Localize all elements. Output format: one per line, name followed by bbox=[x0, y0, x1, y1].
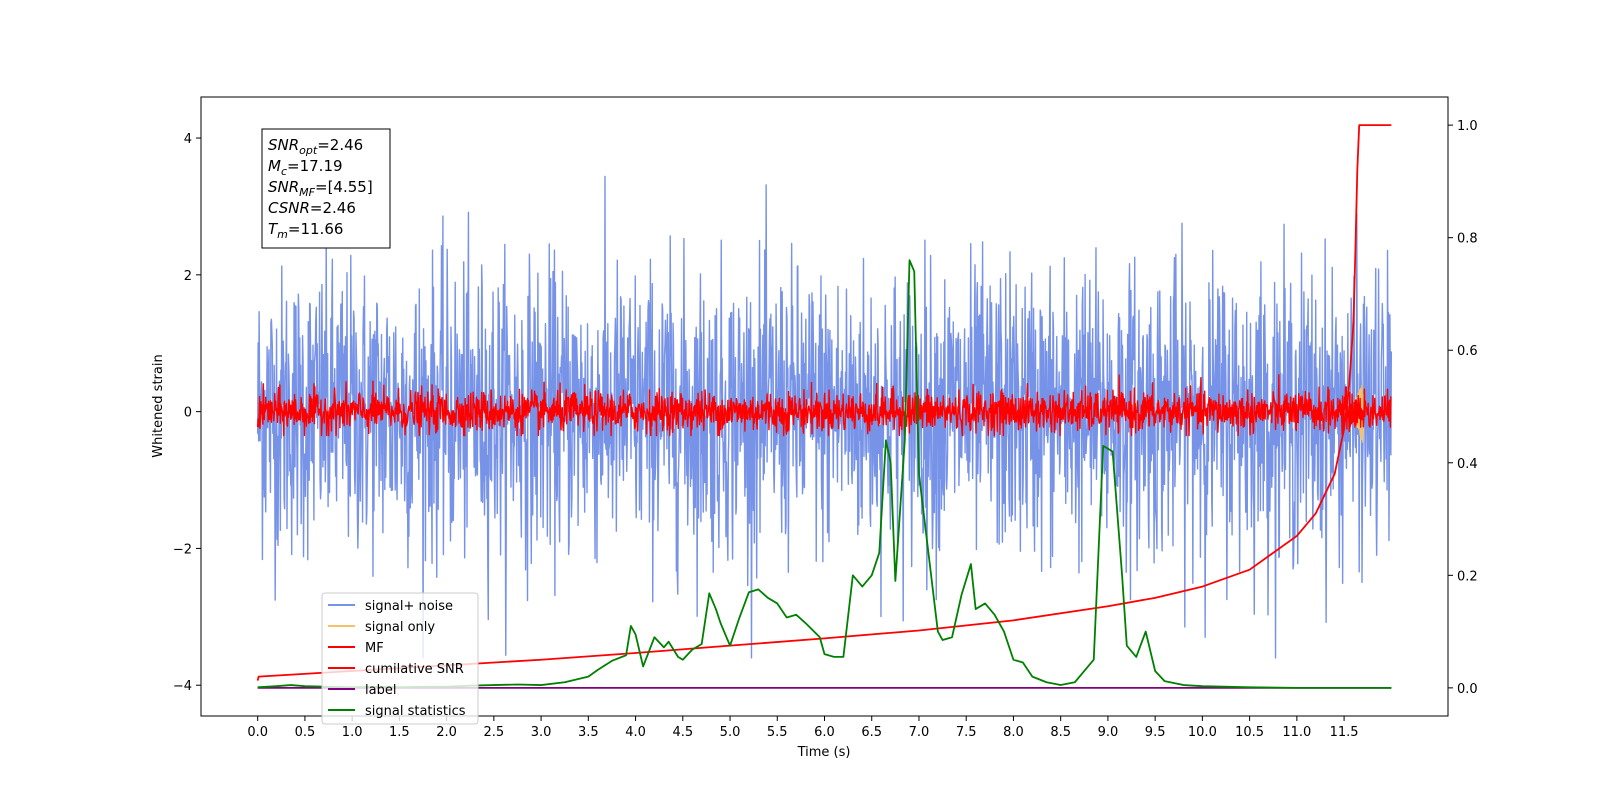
annotation-line: Tm=11.66 bbox=[268, 220, 343, 241]
x-tick-label: 0.0 bbox=[247, 725, 268, 740]
y-axis-left: −4 −2 0 2 4 bbox=[173, 132, 201, 694]
x-tick-label: 9.0 bbox=[1098, 725, 1119, 740]
annotation-line: SNRMF=[4.55] bbox=[268, 178, 373, 199]
x-tick-label: 6.0 bbox=[814, 725, 835, 740]
x-tick-label: 8.0 bbox=[1003, 725, 1024, 740]
x-tick-label: 2.5 bbox=[484, 725, 505, 740]
x-tick-label: 5.5 bbox=[767, 725, 788, 740]
y-axis-right: 0.0 0.2 0.4 0.6 0.8 1.0 bbox=[1448, 119, 1478, 697]
y-tick-label: 2 bbox=[184, 269, 192, 284]
legend-label: label bbox=[365, 683, 396, 698]
series-signal-statistics bbox=[257, 259, 1392, 689]
x-tick-label: 1.0 bbox=[342, 725, 363, 740]
y2-tick-label: 0.0 bbox=[1457, 682, 1478, 697]
x-tick-label: 4.0 bbox=[625, 725, 646, 740]
y2-tick-label: 0.2 bbox=[1457, 569, 1478, 584]
y-tick-label: −2 bbox=[173, 542, 192, 557]
x-tick-label: 3.0 bbox=[531, 725, 552, 740]
x-tick-label: 10.0 bbox=[1188, 725, 1217, 740]
x-tick-label: 0.5 bbox=[295, 725, 316, 740]
x-tick-label: 2.0 bbox=[436, 725, 457, 740]
legend-label: signal+ noise bbox=[365, 599, 453, 614]
y-tick-label: 4 bbox=[184, 132, 192, 147]
legend-label: cumilative SNR bbox=[365, 662, 464, 677]
x-tick-label: 8.5 bbox=[1050, 725, 1071, 740]
x-tick-label: 1.5 bbox=[389, 725, 410, 740]
legend-label: signal only bbox=[365, 620, 435, 635]
x-tick-label: 6.5 bbox=[861, 725, 882, 740]
x-tick-label: 3.5 bbox=[578, 725, 599, 740]
series-cumilative-snr bbox=[256, 124, 1392, 681]
y-tick-label: 0 bbox=[184, 406, 192, 421]
annotation-box bbox=[261, 128, 391, 249]
x-tick-label: 9.5 bbox=[1145, 725, 1166, 740]
x-axis: 0.0 0.5 1.0 1.5 2.0 2.5 3.0 3.5 4.0 4.5 5.0 5.5 6.0 6… bbox=[247, 716, 1359, 740]
x-tick-label: 5.0 bbox=[720, 725, 741, 740]
x-tick-label: 7.0 bbox=[909, 725, 930, 740]
stats-annotation: SNRopt=2.46Mc=17.19SNRMF=[4.55]CSNR=2.46… bbox=[261, 128, 391, 249]
annotation-line: CSNR=2.46 bbox=[268, 199, 356, 217]
y2-tick-label: 0.4 bbox=[1457, 457, 1478, 472]
legend: signal+ noise signal only MF cumilative SNR… bbox=[321, 592, 479, 725]
legend-label: signal statistics bbox=[365, 704, 466, 719]
annotation-line: SNRopt=2.46 bbox=[268, 136, 363, 157]
annotation-line: Mc=17.19 bbox=[268, 157, 343, 178]
x-axis-label: Time (s) bbox=[797, 745, 851, 760]
legend-box bbox=[321, 592, 479, 725]
series-mf bbox=[256, 374, 1392, 437]
x-tick-label: 11.0 bbox=[1282, 725, 1311, 740]
x-tick-label: 11.5 bbox=[1330, 725, 1359, 740]
legend-label: MF bbox=[365, 641, 384, 656]
x-tick-label: 10.5 bbox=[1235, 725, 1264, 740]
y2-tick-label: 1.0 bbox=[1457, 119, 1478, 134]
y2-tick-label: 0.8 bbox=[1457, 232, 1478, 247]
y2-tick-label: 0.6 bbox=[1457, 344, 1478, 359]
y-axis-label: Whitened strain bbox=[151, 354, 166, 457]
y-tick-label: −4 bbox=[173, 679, 192, 694]
x-tick-label: 4.5 bbox=[672, 725, 693, 740]
x-tick-label: 7.5 bbox=[956, 725, 977, 740]
